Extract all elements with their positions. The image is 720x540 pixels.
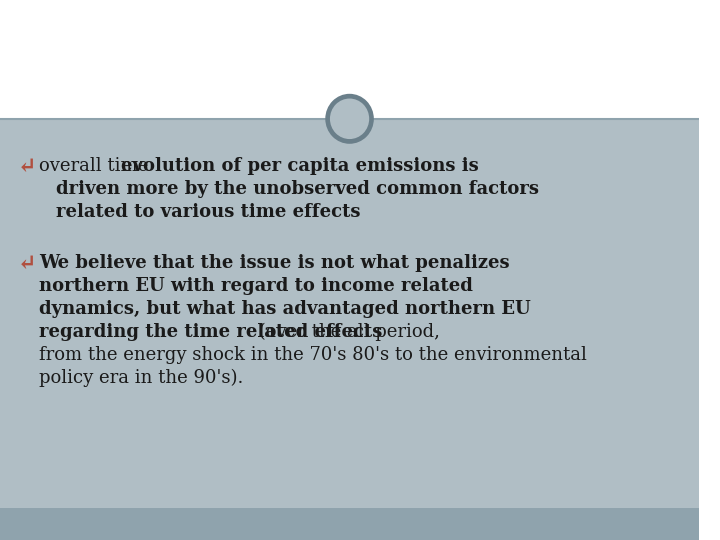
FancyBboxPatch shape: [0, 508, 699, 540]
Text: from the energy shock in the 70's 80's to the environmental: from the energy shock in the 70's 80's t…: [39, 346, 587, 364]
Text: related to various time effects: related to various time effects: [56, 203, 361, 221]
Text: ↵: ↵: [17, 157, 36, 179]
Text: (over the all period,: (over the all period,: [253, 323, 441, 341]
Text: regarding the time related effects: regarding the time related effects: [39, 323, 382, 341]
Circle shape: [328, 97, 371, 141]
Text: policy era in the 90's).: policy era in the 90's).: [39, 369, 243, 387]
Text: northern EU with regard to income related: northern EU with regard to income relate…: [39, 277, 473, 295]
Text: dynamics, but what has advantaged northern EU: dynamics, but what has advantaged northe…: [39, 300, 531, 318]
Text: We believe that the issue is not what penalizes: We believe that the issue is not what pe…: [39, 254, 510, 272]
Text: evolution of per capita emissions is: evolution of per capita emissions is: [121, 157, 479, 175]
FancyBboxPatch shape: [0, 119, 699, 540]
Text: ↵: ↵: [17, 254, 36, 276]
FancyBboxPatch shape: [0, 0, 699, 119]
Text: overall time: overall time: [39, 157, 154, 175]
Circle shape: [325, 94, 374, 144]
Text: driven more by the unobserved common factors: driven more by the unobserved common fac…: [56, 180, 539, 198]
